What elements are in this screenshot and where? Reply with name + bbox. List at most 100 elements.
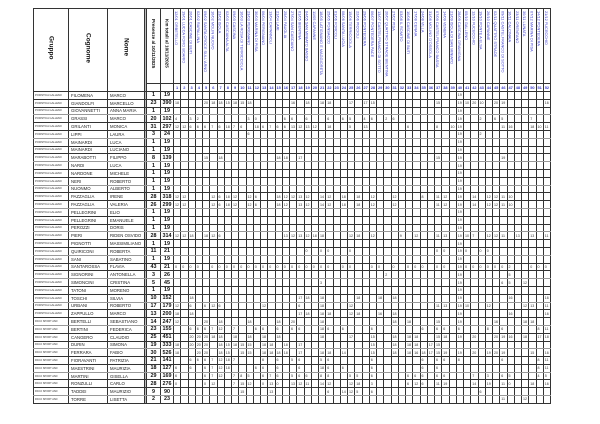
km-entry-cell [361,184,370,194]
name-cell: LUCA [107,161,145,170]
km-entry-cell [375,285,385,295]
event-label: 10/08 CASCINE DI BUTI [406,11,411,55]
km-entry-cell: 11 [499,231,508,241]
surname-header-label: Cognome [84,32,92,63]
presences-cell: 31 [146,122,161,131]
km-entry-cell [397,270,407,280]
km-entry-cell [404,168,414,178]
km-entry-cell [368,301,378,311]
km-entry-cell [528,395,537,404]
group-cell: PODISTICA GALLENO [33,192,69,202]
km-entry-cell [513,200,523,209]
km-entry-cell [484,137,494,147]
km-entry-cell [325,231,334,241]
km-entry-cell [194,239,204,248]
km-entry-cell: 17 [296,340,305,350]
km-entry-cell [303,239,312,248]
event-label: 09/03 CASCINA [232,11,237,40]
km-entry-cell: 6 [412,371,421,381]
km-entry-cell [274,340,283,350]
km-entry-cell [397,168,407,178]
km-entry-cell [520,387,530,397]
event-header: 06/07 PONTEDERA PACE [368,8,378,84]
km-entry-cell [491,161,501,170]
km-entry-cell [477,309,486,319]
km-entry-cell [470,363,479,373]
km-entry-cell [441,309,450,319]
km-entry-cell [412,153,421,163]
km-entry-cell [470,161,479,170]
km-entry-cell [296,270,305,280]
table-row: PODISTICA GALLENO GIOVANNETTI ANNA MARIA 1 1… [33,106,552,116]
km-entry-cell [383,293,392,303]
km-entry-cell [375,192,385,202]
km-entry-cell: 14 [339,387,349,397]
km-entry-cell: 12 [281,192,291,202]
km-entry-cell [520,262,530,272]
km-entry-cell [281,168,291,178]
km-entry-cell [281,324,291,334]
km-entry-cell [397,153,407,163]
km-entry-cell [513,137,523,147]
km-entry-cell [317,340,327,350]
km-entry-cell [542,317,552,326]
table-row: PODISTICA GALLENO MARABOTTI FILIPPO 8 139 15 1… [33,153,552,163]
km-entry-cell [412,239,421,248]
km-entry-cell [274,91,283,100]
km-entry-cell [310,246,320,256]
event-label: 21/04 LARI [275,11,281,31]
km-entry-cell [368,176,378,186]
km-entry-cell [419,153,428,163]
km-entry-cell [259,285,269,295]
km-entry-cell: 14 [317,200,327,209]
km-entry-cell [520,98,530,108]
km-entry-cell: 12 [390,192,399,202]
km-entry-cell [281,387,291,397]
km-entry-cell: 12 [209,200,218,209]
km-entry-cell [520,161,530,170]
group-cell: PODISTICA GALLENO [33,301,69,311]
group-cell: PODISTICA GALLENO [33,153,69,163]
km-entry-cell [346,356,356,365]
km-entry-cell [441,215,450,225]
km-entry-cell: 16 [491,317,501,326]
km-entry-cell [484,270,494,280]
km-entry-cell [194,293,204,303]
table-row: PODISTICA GALLENO LIPPI LAURA 3 24 6 19 2 [33,129,552,139]
km-entry-cell: 12 [325,379,334,389]
km-entry-cell [448,239,457,248]
km-entry-cell [216,239,225,248]
event-header: 13/04 CAPANNOLI [267,8,276,84]
km-entry-cell [513,348,523,358]
km-entry-cell [383,324,392,334]
table-row: PODISTICA GALLENO PAZZAGLIA VALERIA 26 299 12… [33,200,552,209]
km-entry-cell [172,168,182,178]
km-entry-cell: 6 [187,363,196,373]
km-entry-cell [296,387,305,397]
km-entry-cell [390,122,399,131]
event-header: 17/08 CENAIA [412,8,421,84]
km-entry-cell [528,254,537,264]
table-row: PODISTICA GALLENO PELLEGRINI EMANUELE 1 19 19 [33,215,552,225]
km-entry-cell [426,285,436,295]
surname-cell: GIANDOLFI [68,98,108,108]
km-entry-cell [448,254,457,264]
km-entry-cell [194,309,204,319]
event-label: 01/06 FORCOLI [333,11,339,40]
km-entry-cell [332,254,341,264]
km-entry-cell [368,207,378,217]
km-entry-cell [484,91,494,100]
km-entry-cell [274,278,283,287]
km-entry-cell: 6 [245,129,254,139]
event-number: 13 [259,83,269,92]
km-entry-cell: 0 [433,246,443,256]
presences-cell: 5 [146,278,161,287]
km-entry-cell [513,161,523,170]
km-entry-cell: 6 [259,324,269,334]
km-entry-cell [281,301,291,311]
km-entry-cell [201,254,211,264]
km-entry-cell [180,293,189,303]
km-entry-cell [259,278,269,287]
km-entry-cell: 12 [346,387,356,397]
km-entry-cell [238,161,247,170]
